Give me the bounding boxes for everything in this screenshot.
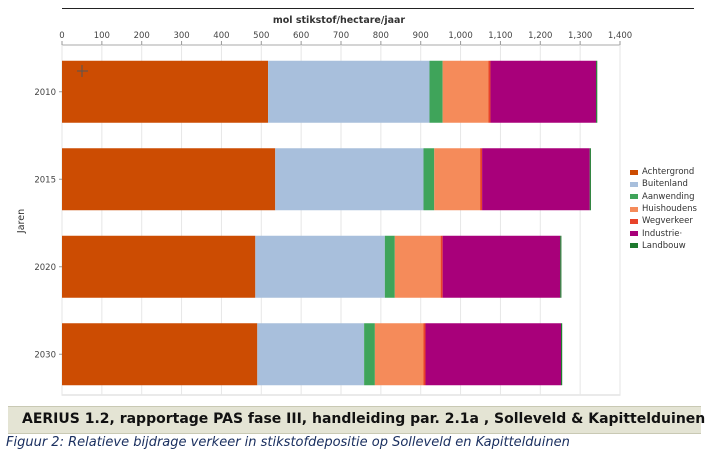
bar-buitenland-2010 bbox=[268, 60, 430, 123]
bar-landbouw-2010 bbox=[596, 60, 598, 123]
x-tick-label: 600 bbox=[293, 31, 309, 41]
bar-achtergrond-2030 bbox=[62, 323, 258, 386]
legend-swatch bbox=[630, 169, 638, 175]
legend-label: Huishoudens bbox=[642, 204, 697, 215]
bar-achtergrond-2015 bbox=[62, 148, 276, 211]
bar-aanwending-2030 bbox=[364, 323, 375, 386]
bar-wegverkeer-2020 bbox=[440, 235, 443, 298]
legend-item: Achtergrond bbox=[630, 166, 697, 178]
bar-industrie-2030 bbox=[425, 323, 562, 386]
x-tick-label: 200 bbox=[134, 31, 150, 41]
x-tick-label: 700 bbox=[333, 31, 349, 41]
legend-swatch bbox=[630, 218, 638, 224]
footer-text: AERIUS 1.2, rapportage PAS fase III, han… bbox=[22, 411, 706, 427]
stacked-bar-chart: 0 100 200 300 400 500 600 700 800 900 1,000 1,100 1,… bbox=[16, 15, 632, 396]
bar-landbouw-2030 bbox=[561, 323, 563, 386]
figure-caption: Figuur 2: Relatieve bijdrage verkeer in … bbox=[6, 435, 570, 450]
bar-aanwending-2020 bbox=[384, 235, 395, 298]
bar-buitenland-2020 bbox=[255, 235, 385, 298]
bar-industrie-2015 bbox=[482, 148, 590, 211]
legend-item: Aanwending bbox=[630, 191, 697, 203]
x-tick-label: 1,400 bbox=[608, 31, 632, 41]
legend-item: Buitenland bbox=[630, 178, 697, 190]
x-tick-label: 900 bbox=[413, 31, 429, 41]
x-tick-label: 400 bbox=[213, 31, 229, 41]
legend-swatch bbox=[630, 194, 638, 200]
x-tick-label: 800 bbox=[373, 31, 389, 41]
x-tick-label: 1,100 bbox=[488, 31, 512, 41]
bar-landbouw-2015 bbox=[589, 148, 591, 211]
legend-item: Huishoudens bbox=[630, 203, 697, 215]
x-tick-label: 100 bbox=[94, 31, 110, 41]
legend-swatch bbox=[630, 243, 638, 249]
y-tick-label: 2020 bbox=[34, 263, 56, 273]
bar-huishoudens-2020 bbox=[394, 235, 441, 298]
legend-item: Wegverkeer bbox=[630, 215, 697, 227]
legend-label: Industrie· bbox=[642, 228, 683, 239]
x-tick-label: 1,000 bbox=[448, 31, 472, 41]
bar-wegverkeer-2030 bbox=[423, 323, 426, 386]
legend: Achtergrond Buitenland Aanwending Huishoude… bbox=[630, 166, 697, 252]
bar-buitenland-2030 bbox=[257, 323, 365, 386]
y-tick-label: 2030 bbox=[34, 350, 56, 360]
legend-label: Landbouw bbox=[642, 240, 686, 251]
x-tick-label: 0 bbox=[59, 31, 64, 41]
legend-swatch bbox=[630, 181, 638, 187]
legend-label: Achtergrond bbox=[642, 167, 695, 178]
y-axis-title: Jaren bbox=[16, 209, 27, 234]
y-tick-label: 2010 bbox=[34, 88, 56, 98]
top-rule bbox=[62, 8, 694, 9]
bar-aanwending-2010 bbox=[429, 60, 443, 123]
bar-huishoudens-2030 bbox=[374, 323, 424, 386]
legend-item: Industrie· bbox=[630, 227, 697, 239]
legend-swatch bbox=[630, 231, 638, 237]
x-tick-label: 1,300 bbox=[568, 31, 592, 41]
bar-huishoudens-2015 bbox=[434, 148, 481, 211]
bar-huishoudens-2010 bbox=[442, 60, 489, 123]
y-tick-label: 2015 bbox=[34, 175, 56, 185]
footer-bar: AERIUS 1.2, rapportage PAS fase III, han… bbox=[8, 406, 705, 434]
legend-swatch bbox=[630, 206, 638, 212]
bar-buitenland-2015 bbox=[275, 148, 424, 211]
bar-industrie-2020 bbox=[442, 235, 561, 298]
x-tick-label: 300 bbox=[173, 31, 189, 41]
cursor-icon bbox=[77, 65, 88, 77]
bar-achtergrond-2010 bbox=[62, 60, 269, 123]
legend-label: Buitenland bbox=[642, 179, 688, 190]
bar-industrie-2010 bbox=[490, 60, 597, 123]
bar-aanwending-2015 bbox=[423, 148, 435, 211]
bar-landbouw-2020 bbox=[560, 235, 562, 298]
bar-achtergrond-2020 bbox=[62, 235, 256, 298]
bar-wegverkeer-2010 bbox=[488, 60, 491, 123]
legend-label: Aanwending bbox=[642, 191, 695, 202]
x-axis-title: mol stikstof/hectare/jaar bbox=[273, 15, 406, 26]
x-tick-label: 500 bbox=[253, 31, 269, 41]
x-tick-label: 1,200 bbox=[528, 31, 552, 41]
legend-item: Landbouw bbox=[630, 240, 697, 252]
legend-label: Wegverkeer bbox=[642, 216, 693, 227]
bar-wegverkeer-2015 bbox=[480, 148, 483, 211]
